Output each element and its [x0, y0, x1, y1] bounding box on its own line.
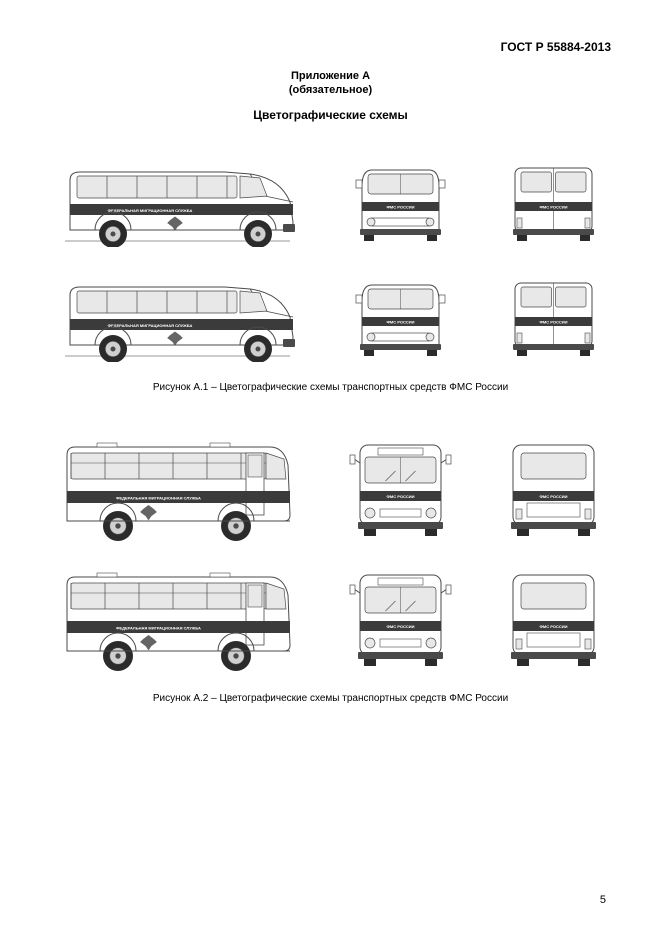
appendix-mandatory: (обязательное) [50, 83, 611, 97]
figure-a2-row1: ФЕДЕРАЛЬНАЯ МИГРАЦИОННАЯ СЛУЖБА ФМС РОСС… [50, 433, 611, 543]
svg-text:ФМС РОССИИ: ФМС РОССИИ [540, 494, 568, 499]
svg-text:ФМС РОССИИ: ФМС РОССИИ [387, 319, 415, 324]
figure-a2-caption: Рисунок А.2 – Цветографические схемы тра… [50, 693, 611, 704]
svg-text:ФМС РОССИИ: ФМС РОССИИ [387, 494, 415, 499]
bus-front-view: ФМС РОССИИ [348, 433, 453, 543]
svg-text:ФЕДЕРАЛЬНАЯ МИГРАЦИОННАЯ СЛУЖБ: ФЕДЕРАЛЬНАЯ МИГРАЦИОННАЯ СЛУЖБА [116, 625, 201, 630]
page-number: 5 [600, 894, 606, 906]
svg-text:ФЕДЕРАЛЬНАЯ МИГРАЦИОННАЯ СЛУЖБ: ФЕДЕРАЛЬНАЯ МИГРАЦИОННАЯ СЛУЖБА [108, 208, 193, 213]
svg-text:ФМС РОССИИ: ФМС РОССИИ [540, 204, 568, 209]
van-side-view: ФЕДЕРАЛЬНАЯ МИГРАЦИОННАЯ СЛУЖБА [55, 152, 300, 247]
svg-text:ФМС РОССИИ: ФМС РОССИИ [387, 624, 415, 629]
van-side-view: ФЕДЕРАЛЬНАЯ МИГРАЦИОННАЯ СЛУЖБА [55, 267, 300, 362]
svg-text:ФЕДЕРАЛЬНАЯ МИГРАЦИОННАЯ СЛУЖБ: ФЕДЕРАЛЬНАЯ МИГРАЦИОННАЯ СЛУЖБА [116, 495, 201, 500]
van-rear-view: ФМС РОССИИ [501, 152, 606, 247]
bus-front-view: ФМС РОССИИ [348, 563, 453, 673]
appendix-label: Приложение А [50, 69, 611, 83]
svg-text:ФЕДЕРАЛЬНАЯ МИГРАЦИОННАЯ СЛУЖБ: ФЕДЕРАЛЬНАЯ МИГРАЦИОННАЯ СЛУЖБА [108, 323, 193, 328]
van-front-view: ФМС РОССИИ [348, 152, 453, 247]
figure-a2-row2: ФЕДЕРАЛЬНАЯ МИГРАЦИОННАЯ СЛУЖБА ФМС РОСС… [50, 563, 611, 673]
bus-rear-view: ФМС РОССИИ [501, 433, 606, 543]
figure-a1-row2: ФЕДЕРАЛЬНАЯ МИГРАЦИОННАЯ СЛУЖБА ФМС РОСС… [50, 267, 611, 362]
bus-side-view: ФЕДЕРАЛЬНАЯ МИГРАЦИОННАЯ СЛУЖБА [55, 433, 300, 543]
svg-text:ФМС РОССИИ: ФМС РОССИИ [540, 624, 568, 629]
figure-a1-row1: ФЕДЕРАЛЬНАЯ МИГРАЦИОННАЯ СЛУЖБА ФМС РОСС… [50, 152, 611, 247]
svg-text:ФМС РОССИИ: ФМС РОССИИ [540, 319, 568, 324]
figure-a1-caption: Рисунок А.1 – Цветографические схемы тра… [50, 382, 611, 393]
standard-code: ГОСТ Р 55884-2013 [50, 40, 611, 54]
svg-text:ФМС РОССИИ: ФМС РОССИИ [387, 204, 415, 209]
document-page: ГОСТ Р 55884-2013 Приложение А (обязател… [0, 0, 661, 936]
bus-rear-view: ФМС РОССИИ [501, 563, 606, 673]
section-title: Цветографические схемы [50, 108, 611, 122]
van-front-view: ФМС РОССИИ [348, 267, 453, 362]
bus-side-view: ФЕДЕРАЛЬНАЯ МИГРАЦИОННАЯ СЛУЖБА [55, 563, 300, 673]
van-rear-view: ФМС РОССИИ [501, 267, 606, 362]
